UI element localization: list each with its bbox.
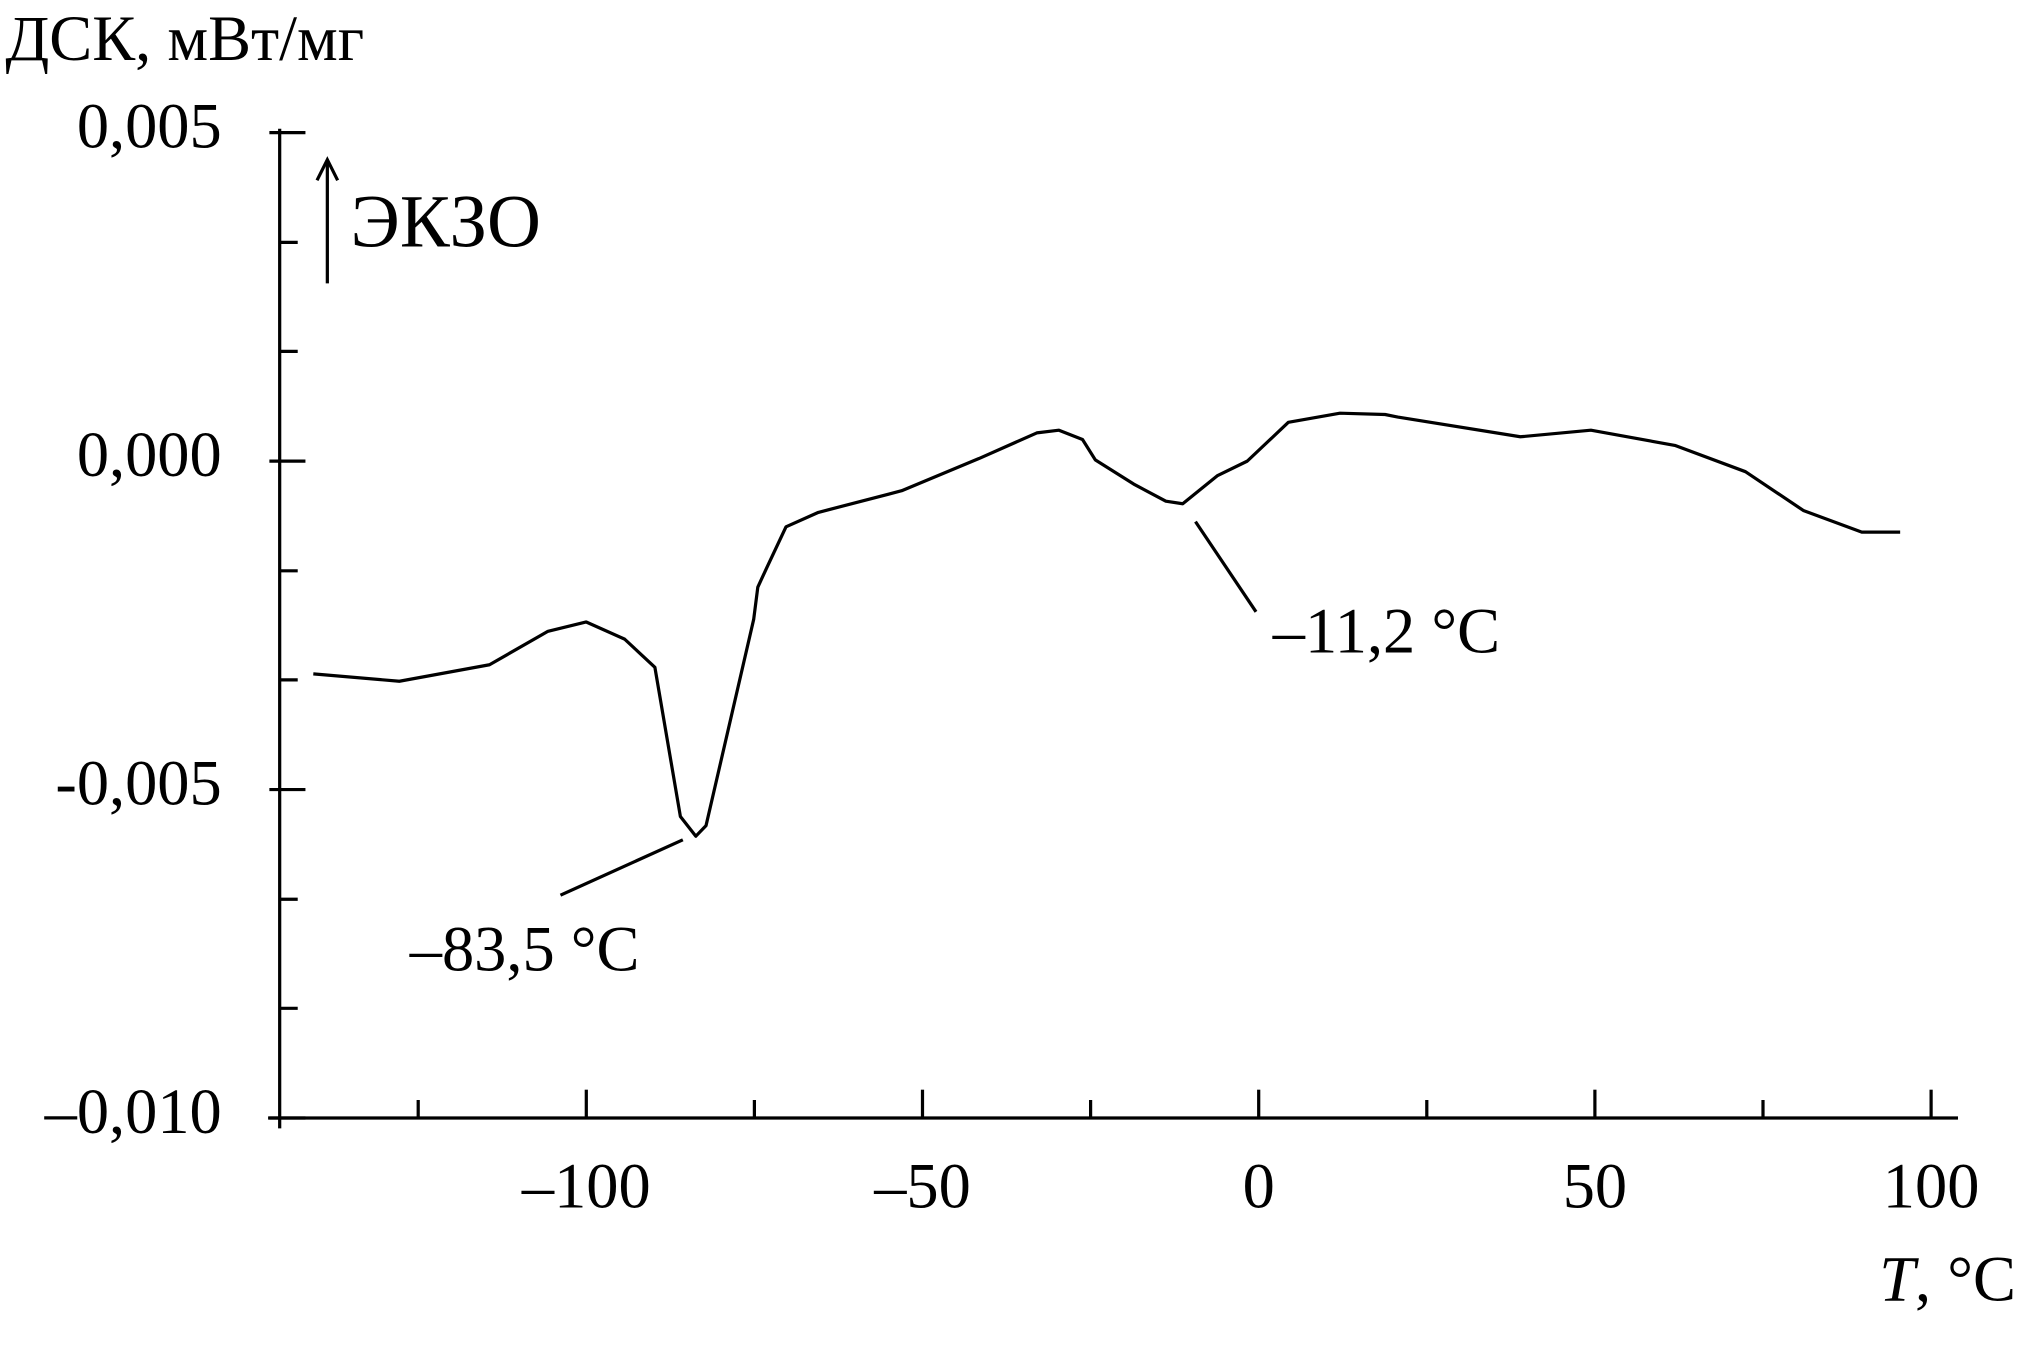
x-axis-symbol: T xyxy=(1879,1243,1919,1314)
x-tick-label: 100 xyxy=(1883,1151,1980,1222)
y-tick-label: –0,010 xyxy=(44,1076,222,1147)
y-tick-label: 0,005 xyxy=(77,90,222,161)
annotation: –11,2 °C xyxy=(1272,595,1500,666)
exo-label: ЭКЗО xyxy=(351,180,541,263)
dsc-curve xyxy=(313,411,1901,838)
y-tick-label: 0,000 xyxy=(77,419,222,490)
x-axis-unit: , °C xyxy=(1915,1243,2016,1314)
y-tick-label: -0,005 xyxy=(55,747,221,818)
x-axis-label: T, °C xyxy=(1879,1243,2016,1314)
y-axis-label: ДСК, мВт/мг xyxy=(5,3,364,74)
x-tick-label: –100 xyxy=(521,1151,651,1222)
annotation-leader xyxy=(1194,520,1258,613)
exo-arrow-head xyxy=(315,156,340,182)
x-tick-label: 50 xyxy=(1563,1151,1627,1222)
annotation-leader xyxy=(559,838,684,897)
annotation: –83,5 °C xyxy=(409,914,640,985)
x-tick-label: –50 xyxy=(873,1151,971,1222)
x-tick-label: 0 xyxy=(1243,1151,1275,1222)
